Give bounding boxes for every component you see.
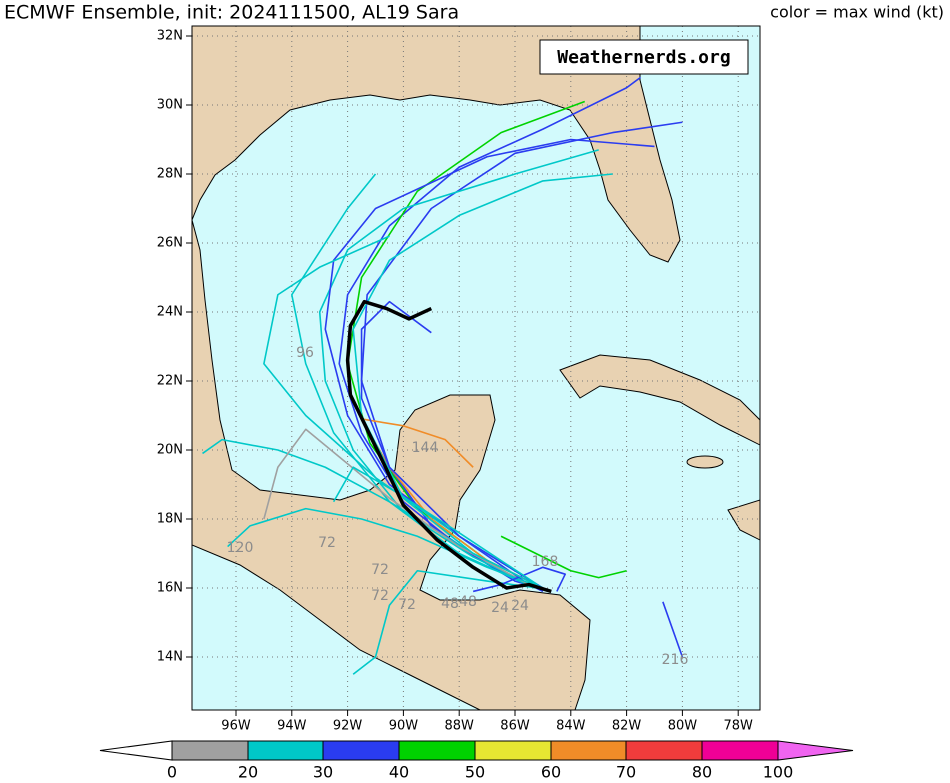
ensemble-track — [227, 507, 544, 589]
colorbar-segment — [322, 740, 400, 761]
ensemble-track — [290, 173, 535, 589]
hour-label: 168 — [532, 554, 559, 570]
lon-tick-label: 80W — [668, 719, 698, 734]
ensemble-track — [263, 235, 544, 589]
hour-label: 144 — [412, 440, 439, 456]
title: ECMWF Ensemble, init: 2024111500, AL19 S… — [4, 2, 459, 24]
map-frame — [191, 25, 761, 711]
hour-label: 48 — [441, 596, 459, 612]
colorbar-label: 100 — [763, 763, 794, 782]
lon-tick-label: 82W — [612, 719, 642, 734]
hour-label: 24 — [511, 598, 529, 614]
hour-label: 48 — [459, 594, 477, 610]
lat-tick-label: 30N — [157, 98, 183, 113]
hour-label: 72 — [318, 535, 336, 551]
lon-tick-label: 94W — [277, 719, 307, 734]
mean-track — [345, 299, 552, 594]
ensemble-track — [318, 149, 599, 589]
lat-tick-label: 22N — [157, 374, 183, 389]
lon-tick-label: 92W — [333, 719, 363, 734]
grid — [192, 26, 760, 710]
colorbar-label: 70 — [616, 763, 636, 782]
colorbar-segment — [171, 740, 249, 761]
lat-tick-label: 16N — [157, 581, 183, 596]
lat-tick-label: 18N — [157, 512, 183, 527]
ensemble-track — [662, 601, 684, 658]
ensemble-track — [352, 173, 613, 589]
colorbar-low-arrow — [99, 740, 173, 761]
lat-tick-label: 28N — [157, 167, 183, 182]
colorbar-segment — [550, 740, 627, 761]
hour-label: 96 — [296, 345, 314, 361]
lat-tick-label: 26N — [157, 236, 183, 251]
lat-tick-label: 32N — [157, 29, 183, 44]
lon-tick-label: 86W — [500, 719, 530, 734]
lon-tick-label: 96W — [221, 719, 251, 734]
axes: 32N 30N 28N 26N 24N 22N 20N 18N 16N 14N 96W 94W 92W 9… — [157, 29, 753, 734]
lat-tick-label: 20N — [157, 443, 183, 458]
colorbar: 0 20 30 40 50 60 70 80 100 — [99, 740, 854, 782]
hour-label: 120 — [227, 540, 254, 556]
lat-tick-label: 14N — [157, 650, 183, 665]
cuba — [559, 354, 760, 446]
ensemble-track — [500, 535, 627, 579]
hispaniola — [727, 499, 760, 541]
colorbar-label: 0 — [167, 763, 177, 782]
colorbar-segment — [398, 740, 476, 761]
colorbar-label: 80 — [692, 763, 712, 782]
colorbar-segment — [474, 740, 552, 761]
colorbar-segment — [625, 740, 703, 761]
hour-label: 216 — [662, 652, 689, 668]
colorbar-label: 20 — [238, 763, 258, 782]
colorbar-high-arrow — [777, 740, 854, 761]
lat-tick-label: 24N — [157, 305, 183, 320]
tracks — [202, 76, 684, 675]
hour-label: 72 — [371, 588, 389, 604]
colorbar-label: 40 — [389, 763, 409, 782]
color-note: color = max wind (kt) — [770, 3, 944, 22]
hour-label: 24 — [491, 600, 509, 616]
lon-tick-label: 90W — [389, 719, 419, 734]
ensemble-track — [263, 428, 530, 586]
colorbar-label: 60 — [541, 763, 561, 782]
watermark: Weathernerds.org — [557, 47, 730, 68]
ensemble-track — [360, 300, 544, 589]
lon-tick-label: 84W — [556, 719, 586, 734]
united-states — [192, 26, 681, 263]
colorbar-segment — [701, 740, 779, 761]
jamaica — [686, 455, 724, 469]
colorbar-segment — [247, 740, 324, 761]
colorbar-label: 50 — [465, 763, 485, 782]
watermark-box — [539, 39, 749, 75]
hour-label: 72 — [371, 562, 389, 578]
lon-tick-label: 88W — [444, 719, 474, 734]
colorbar-label: 30 — [313, 763, 333, 782]
ensemble-track — [472, 566, 567, 593]
hour-label: 72 — [398, 597, 416, 613]
lon-tick-label: 78W — [723, 719, 753, 734]
